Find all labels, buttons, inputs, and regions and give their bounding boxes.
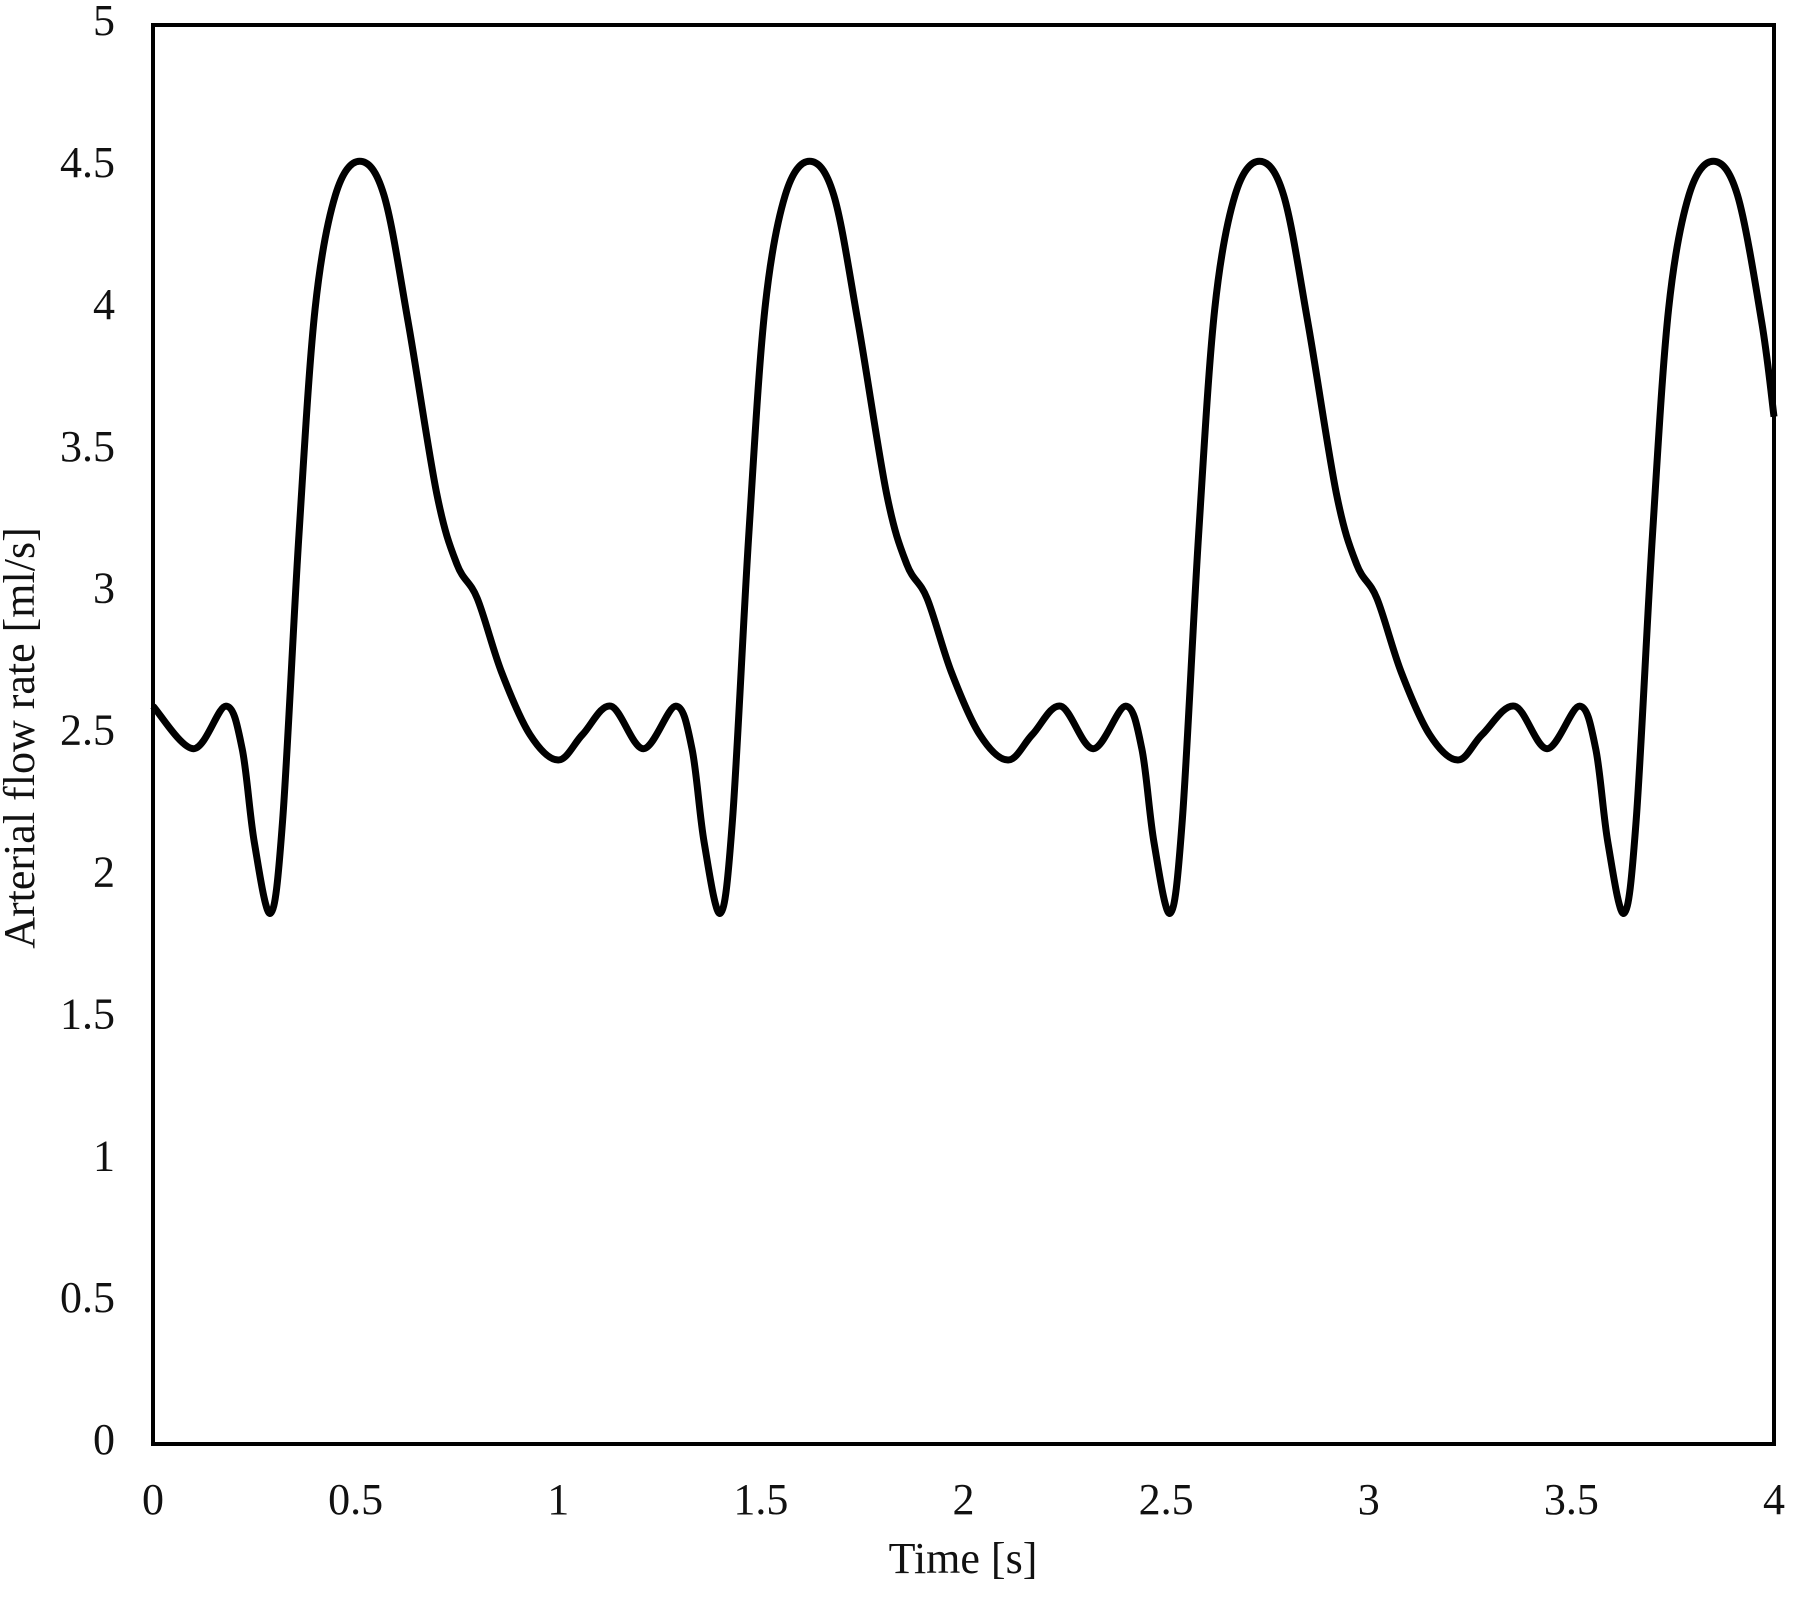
plot-frame xyxy=(151,23,1776,1446)
x-tick-label: 3.5 xyxy=(1544,1475,1599,1524)
x-axis-label: Time [s] xyxy=(889,1534,1038,1583)
x-tick-label: 2 xyxy=(953,1475,975,1524)
x-tick-label: 2.5 xyxy=(1139,1475,1194,1524)
y-tick-label: 3.5 xyxy=(60,422,115,471)
y-tick-label: 0.5 xyxy=(60,1273,115,1322)
x-tick-label: 1.5 xyxy=(733,1475,788,1524)
y-tick-label: 4.5 xyxy=(60,138,115,187)
y-tick-label: 2.5 xyxy=(60,706,115,755)
y-axis-label: Arterial flow rate [ml/s] xyxy=(0,527,44,949)
y-tick-label: 4 xyxy=(93,280,115,329)
data-line xyxy=(150,157,1778,917)
x-tick-label: 0.5 xyxy=(328,1475,383,1524)
y-tick-label: 0 xyxy=(93,1415,115,1464)
x-tick-label: 4 xyxy=(1763,1475,1785,1524)
y-tick-label: 1 xyxy=(93,1131,115,1180)
x-tick-label: 3 xyxy=(1358,1475,1380,1524)
x-tick-label: 1 xyxy=(547,1475,569,1524)
x-tick-label: 0 xyxy=(142,1475,164,1524)
y-tick-label: 1.5 xyxy=(60,989,115,1038)
y-tick-label: 2 xyxy=(93,847,115,896)
y-tick-label: 3 xyxy=(93,564,115,613)
y-tick-label: 5 xyxy=(93,0,115,45)
